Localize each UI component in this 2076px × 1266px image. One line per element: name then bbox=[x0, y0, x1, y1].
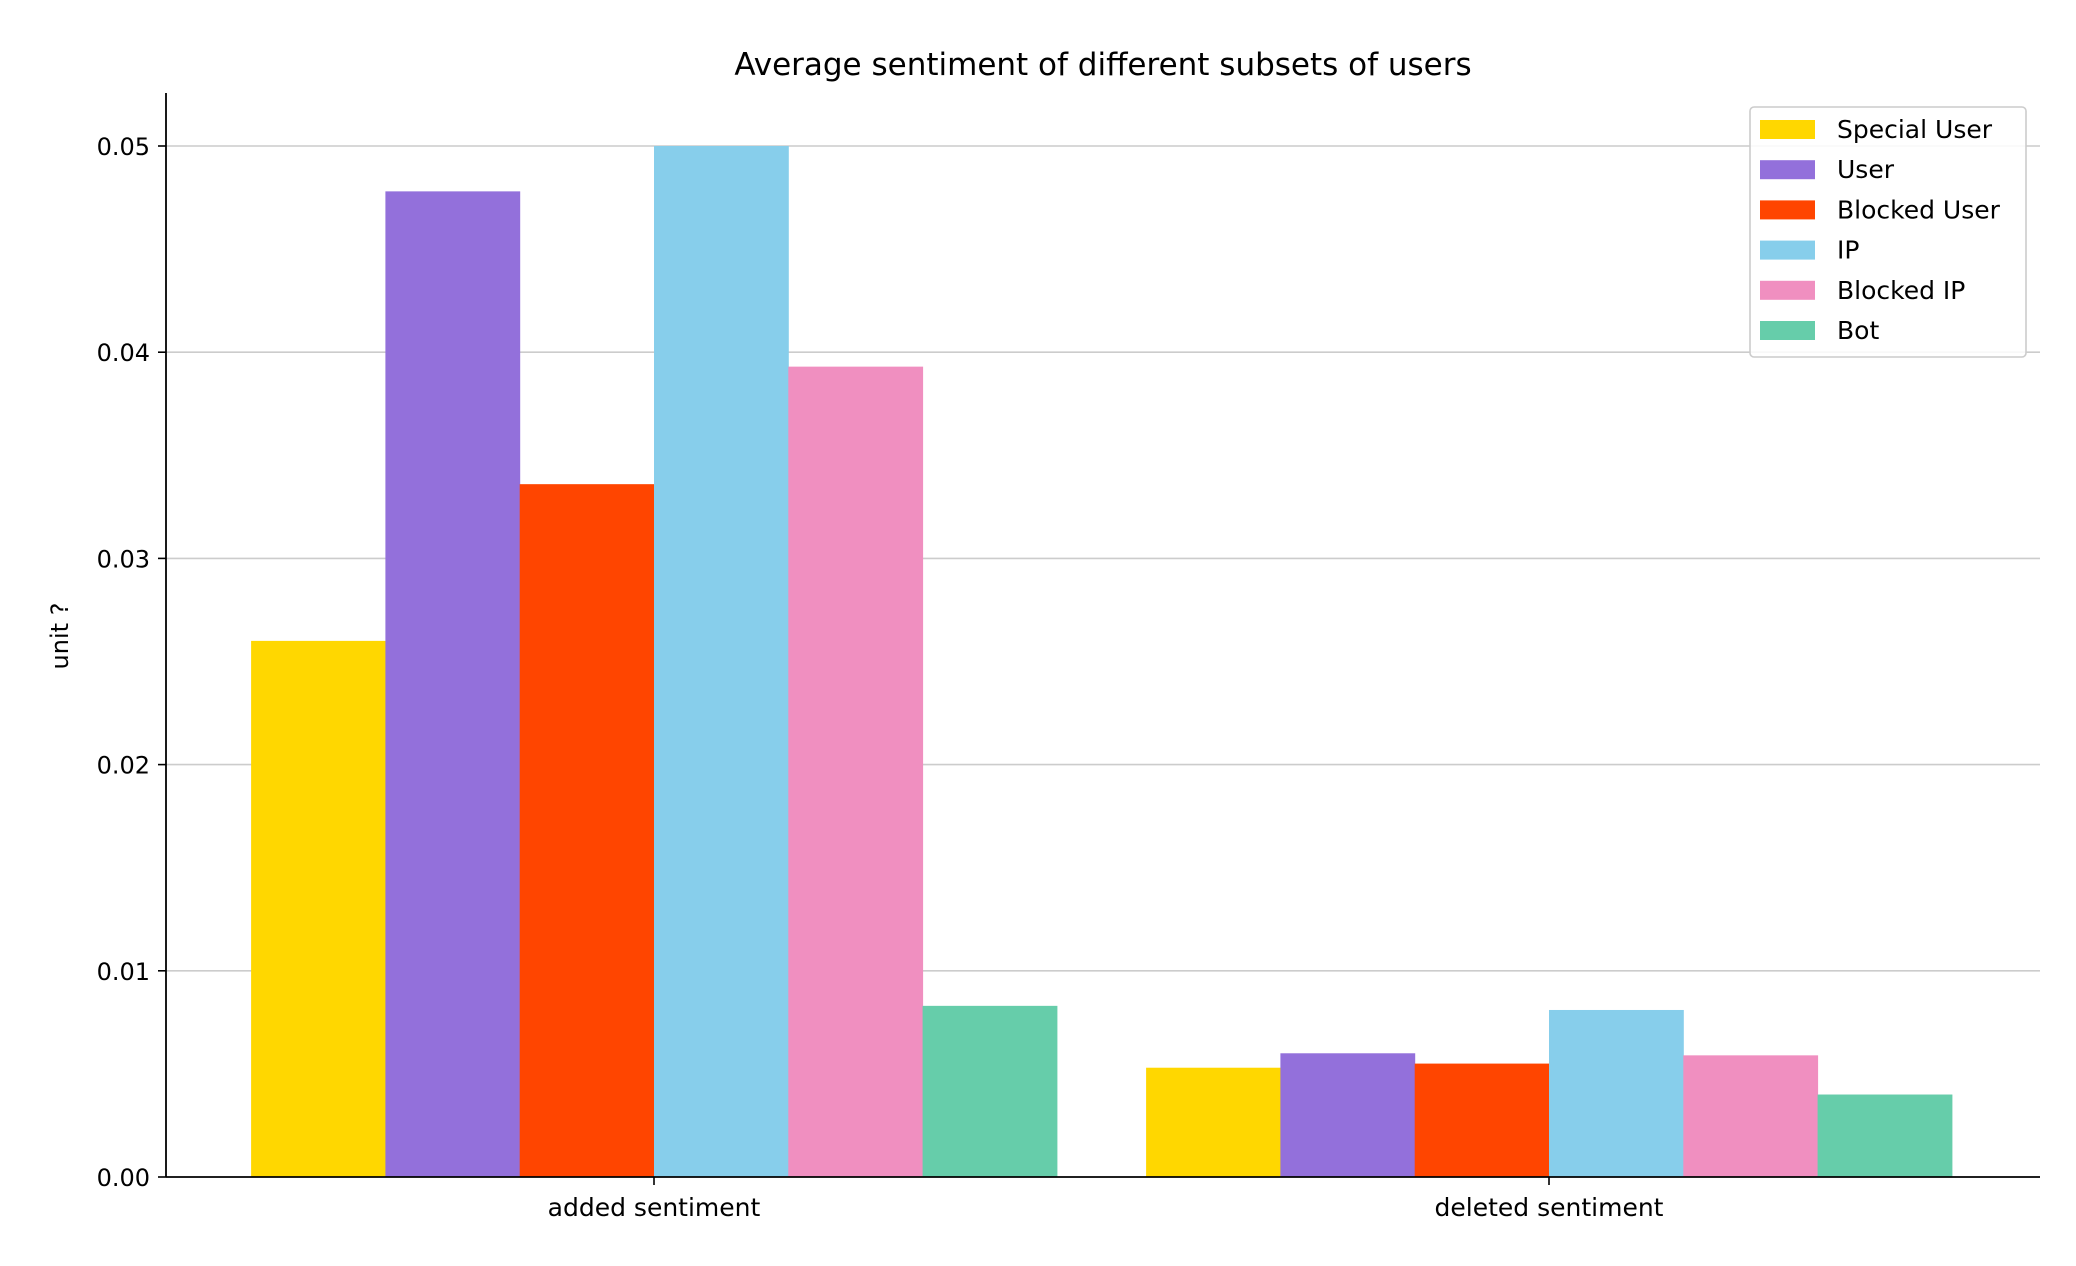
y-tick-label: 0.00 bbox=[97, 1164, 150, 1192]
legend-swatch bbox=[1760, 160, 1815, 180]
chart-title: Average sentiment of different subsets o… bbox=[734, 47, 1471, 83]
bar-user-1 bbox=[1280, 1053, 1416, 1177]
legend-swatch bbox=[1760, 321, 1815, 340]
legend: Special User User Blocked User IP Blocked IP… bbox=[1749, 106, 2027, 358]
y-axis-label: unit ? bbox=[46, 603, 74, 670]
x-tick-label: added sentiment bbox=[548, 1193, 761, 1222]
legend-label: Bot bbox=[1837, 316, 1879, 345]
y-tick-label: 0.01 bbox=[97, 958, 150, 986]
legend-swatch bbox=[1760, 120, 1815, 139]
bar-ip-1 bbox=[1549, 1009, 1684, 1177]
y-tick-label: 0.02 bbox=[97, 752, 150, 780]
bars bbox=[251, 146, 1953, 1178]
bar-blocked-ip-1 bbox=[1683, 1055, 1819, 1177]
bar-blocked-user-1 bbox=[1414, 1063, 1550, 1177]
bar-ip-0 bbox=[654, 146, 789, 1177]
legend-swatch bbox=[1760, 240, 1815, 260]
y-tick-label: 0.04 bbox=[97, 339, 150, 367]
legend-label: Blocked IP bbox=[1837, 276, 1965, 305]
legend-swatch bbox=[1760, 200, 1815, 220]
bar-blocked-user-0 bbox=[519, 484, 655, 1178]
legend-label: Special User bbox=[1837, 115, 1993, 144]
legend-label: IP bbox=[1837, 236, 1859, 265]
bar-special-user-0 bbox=[251, 640, 386, 1177]
legend-label: Blocked User bbox=[1837, 195, 2001, 224]
y-tick-label: 0.03 bbox=[97, 545, 150, 573]
bar-special-user-1 bbox=[1146, 1067, 1281, 1177]
legend-swatch bbox=[1760, 280, 1815, 300]
bar-user-0 bbox=[385, 191, 521, 1177]
bar-bot-1 bbox=[1817, 1094, 1953, 1177]
axes: 0.00 0.01 0.02 0.03 0.04 0.05 added sentiment d… bbox=[97, 93, 2040, 1222]
y-tick-label: 0.05 bbox=[97, 133, 150, 161]
x-tick-label: deleted sentiment bbox=[1435, 1193, 1664, 1222]
legend-label: User bbox=[1837, 155, 1895, 184]
legend-box bbox=[1749, 106, 2027, 358]
bar-bot-0 bbox=[922, 1005, 1058, 1177]
bar-blocked-ip-0 bbox=[788, 366, 924, 1177]
